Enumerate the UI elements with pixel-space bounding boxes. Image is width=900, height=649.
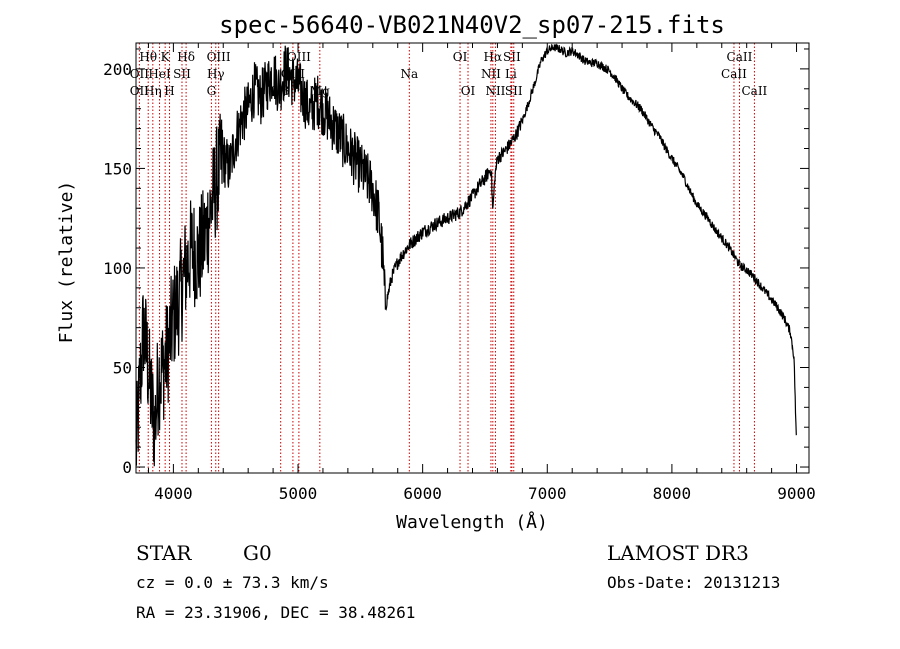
obs-date: Obs-Date: 20131213 — [607, 573, 780, 592]
line-marker-label: SII — [505, 84, 523, 98]
line-marker-label: Hα — [484, 50, 503, 64]
line-marker-label: CaII — [721, 67, 747, 81]
line-marker-label: SII — [173, 67, 191, 81]
x-tick-label: 5000 — [279, 484, 318, 503]
redshift-text: cz = 0.0 ± 73.3 km/s — [136, 573, 329, 592]
line-marker-label: SII — [503, 50, 521, 64]
line-marker-label: OIII — [287, 50, 311, 64]
line-marker-label: Hθ — [139, 50, 157, 64]
y-axis-label: Flux (relative) — [56, 181, 77, 344]
line-marker-label: Hγ — [207, 67, 225, 81]
line-marker-label: G — [207, 84, 217, 98]
line-marker-label: OII — [130, 67, 150, 81]
line-marker-label: NII — [485, 84, 505, 98]
y-tick-label: 0 — [122, 458, 132, 477]
line-marker-label: H — [164, 84, 174, 98]
x-axis-label: Wavelength (Å) — [396, 511, 548, 533]
line-marker-label: Hη — [144, 84, 162, 98]
line-marker-label: CaII — [727, 50, 753, 64]
y-tick-label: 150 — [103, 159, 132, 178]
object-subclass: G0 — [243, 541, 272, 565]
line-marker-label: OI — [461, 84, 476, 98]
plot-frame — [135, 42, 810, 474]
line-marker-label: Hδ — [177, 50, 195, 64]
x-tick-label: 9000 — [777, 484, 816, 503]
coordinates: RA = 23.31906, DEC = 38.48261 — [136, 603, 415, 622]
y-tick-label: 100 — [103, 259, 132, 278]
chart-title: spec-56640-VB021N40V2_sp07-215.fits — [219, 11, 725, 39]
line-marker-label: K — [161, 50, 171, 64]
y-tick-label: 50 — [113, 358, 132, 377]
x-tick-label: 4000 — [154, 484, 193, 503]
x-axis-ticks: 4000 5000 6000 7000 8000 9000 — [147, 43, 816, 503]
line-marker-label: CaII — [741, 84, 767, 98]
line-marker-label: Li — [505, 67, 517, 81]
line-marker-label: HeI — [148, 67, 171, 81]
line-marker-label: NII — [481, 67, 501, 81]
x-tick-label: 8000 — [653, 484, 692, 503]
line-marker-label: OII — [130, 84, 150, 98]
line-marker-label: OIII — [207, 50, 231, 64]
x-tick-label: 7000 — [528, 484, 567, 503]
survey-name: LAMOST DR3 — [607, 541, 749, 565]
object-class: STAR — [136, 541, 192, 565]
spectrum-line — [135, 43, 797, 467]
line-marker-label: Na — [400, 67, 418, 81]
line-marker-label: OI — [453, 50, 468, 64]
x-tick-label: 6000 — [403, 484, 442, 503]
y-tick-label: 200 — [103, 60, 132, 79]
y-axis-ticks: 0 50 100 150 200 — [103, 48, 809, 477]
